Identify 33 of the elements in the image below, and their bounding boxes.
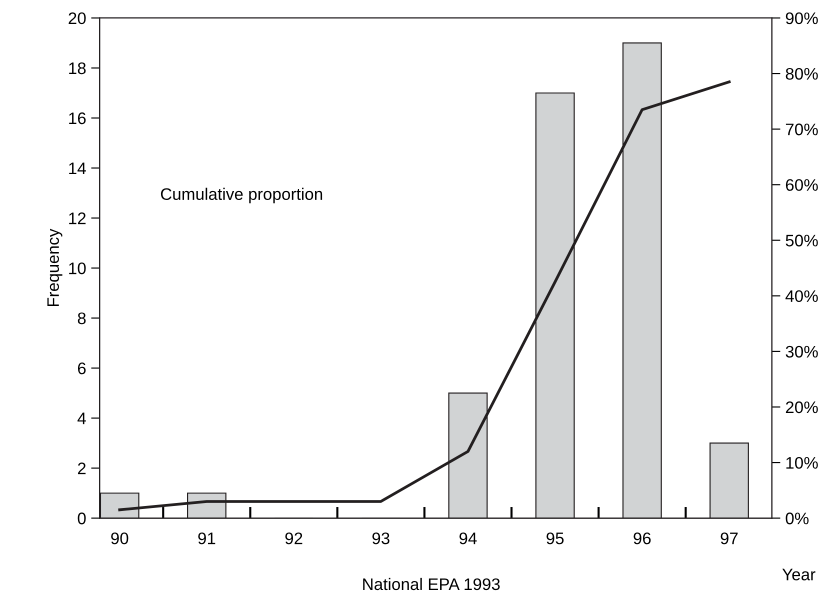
x-tick-label: 92: [285, 532, 302, 544]
x-tick-label: 95: [546, 532, 564, 544]
y-tick-label: 0: [78, 512, 86, 524]
x-tick-label: 96: [634, 532, 651, 544]
y2-tick-label: 20%: [786, 401, 818, 414]
y-tick-label: 10: [69, 262, 86, 274]
x-tick-label: 91: [198, 532, 216, 544]
y-tick-label: 20: [68, 12, 86, 24]
y-tick-label: 6: [78, 362, 86, 374]
y-tick-label: 18: [69, 62, 86, 74]
y2-tick-label: 30%: [786, 346, 818, 358]
x-tick-label: 97: [720, 532, 738, 544]
x-tick-label: 93: [372, 532, 390, 544]
y2-tick-label: 70%: [786, 124, 818, 136]
x-axis-title: Year: [782, 568, 816, 580]
y-tick-label: 2: [78, 462, 86, 474]
y2-tick-label: 80%: [786, 68, 818, 80]
y-tick-label: 8: [78, 312, 86, 324]
x-tick-label: 94: [459, 532, 477, 544]
y2-tick-label: 60%: [786, 179, 818, 191]
y-axis-title: Frequency: [47, 228, 62, 306]
x-tick-label: 90: [111, 532, 128, 544]
y-tick-label: 4: [78, 412, 86, 424]
y-tick-label: 14: [69, 162, 86, 174]
y2-tick-label: 10%: [786, 456, 818, 469]
y2-tick-label: 90%: [786, 12, 818, 24]
y2-tick-label: 40%: [785, 290, 818, 302]
annotation: Cumulative proportion: [160, 188, 322, 204]
y2-tick-label: 0%: [786, 512, 809, 524]
y-tick-label: 16: [69, 112, 86, 124]
text: National EPA 1993: [363, 578, 500, 590]
y2-tick-label: 50%: [786, 234, 818, 246]
y-tick-label: 12: [69, 212, 86, 224]
